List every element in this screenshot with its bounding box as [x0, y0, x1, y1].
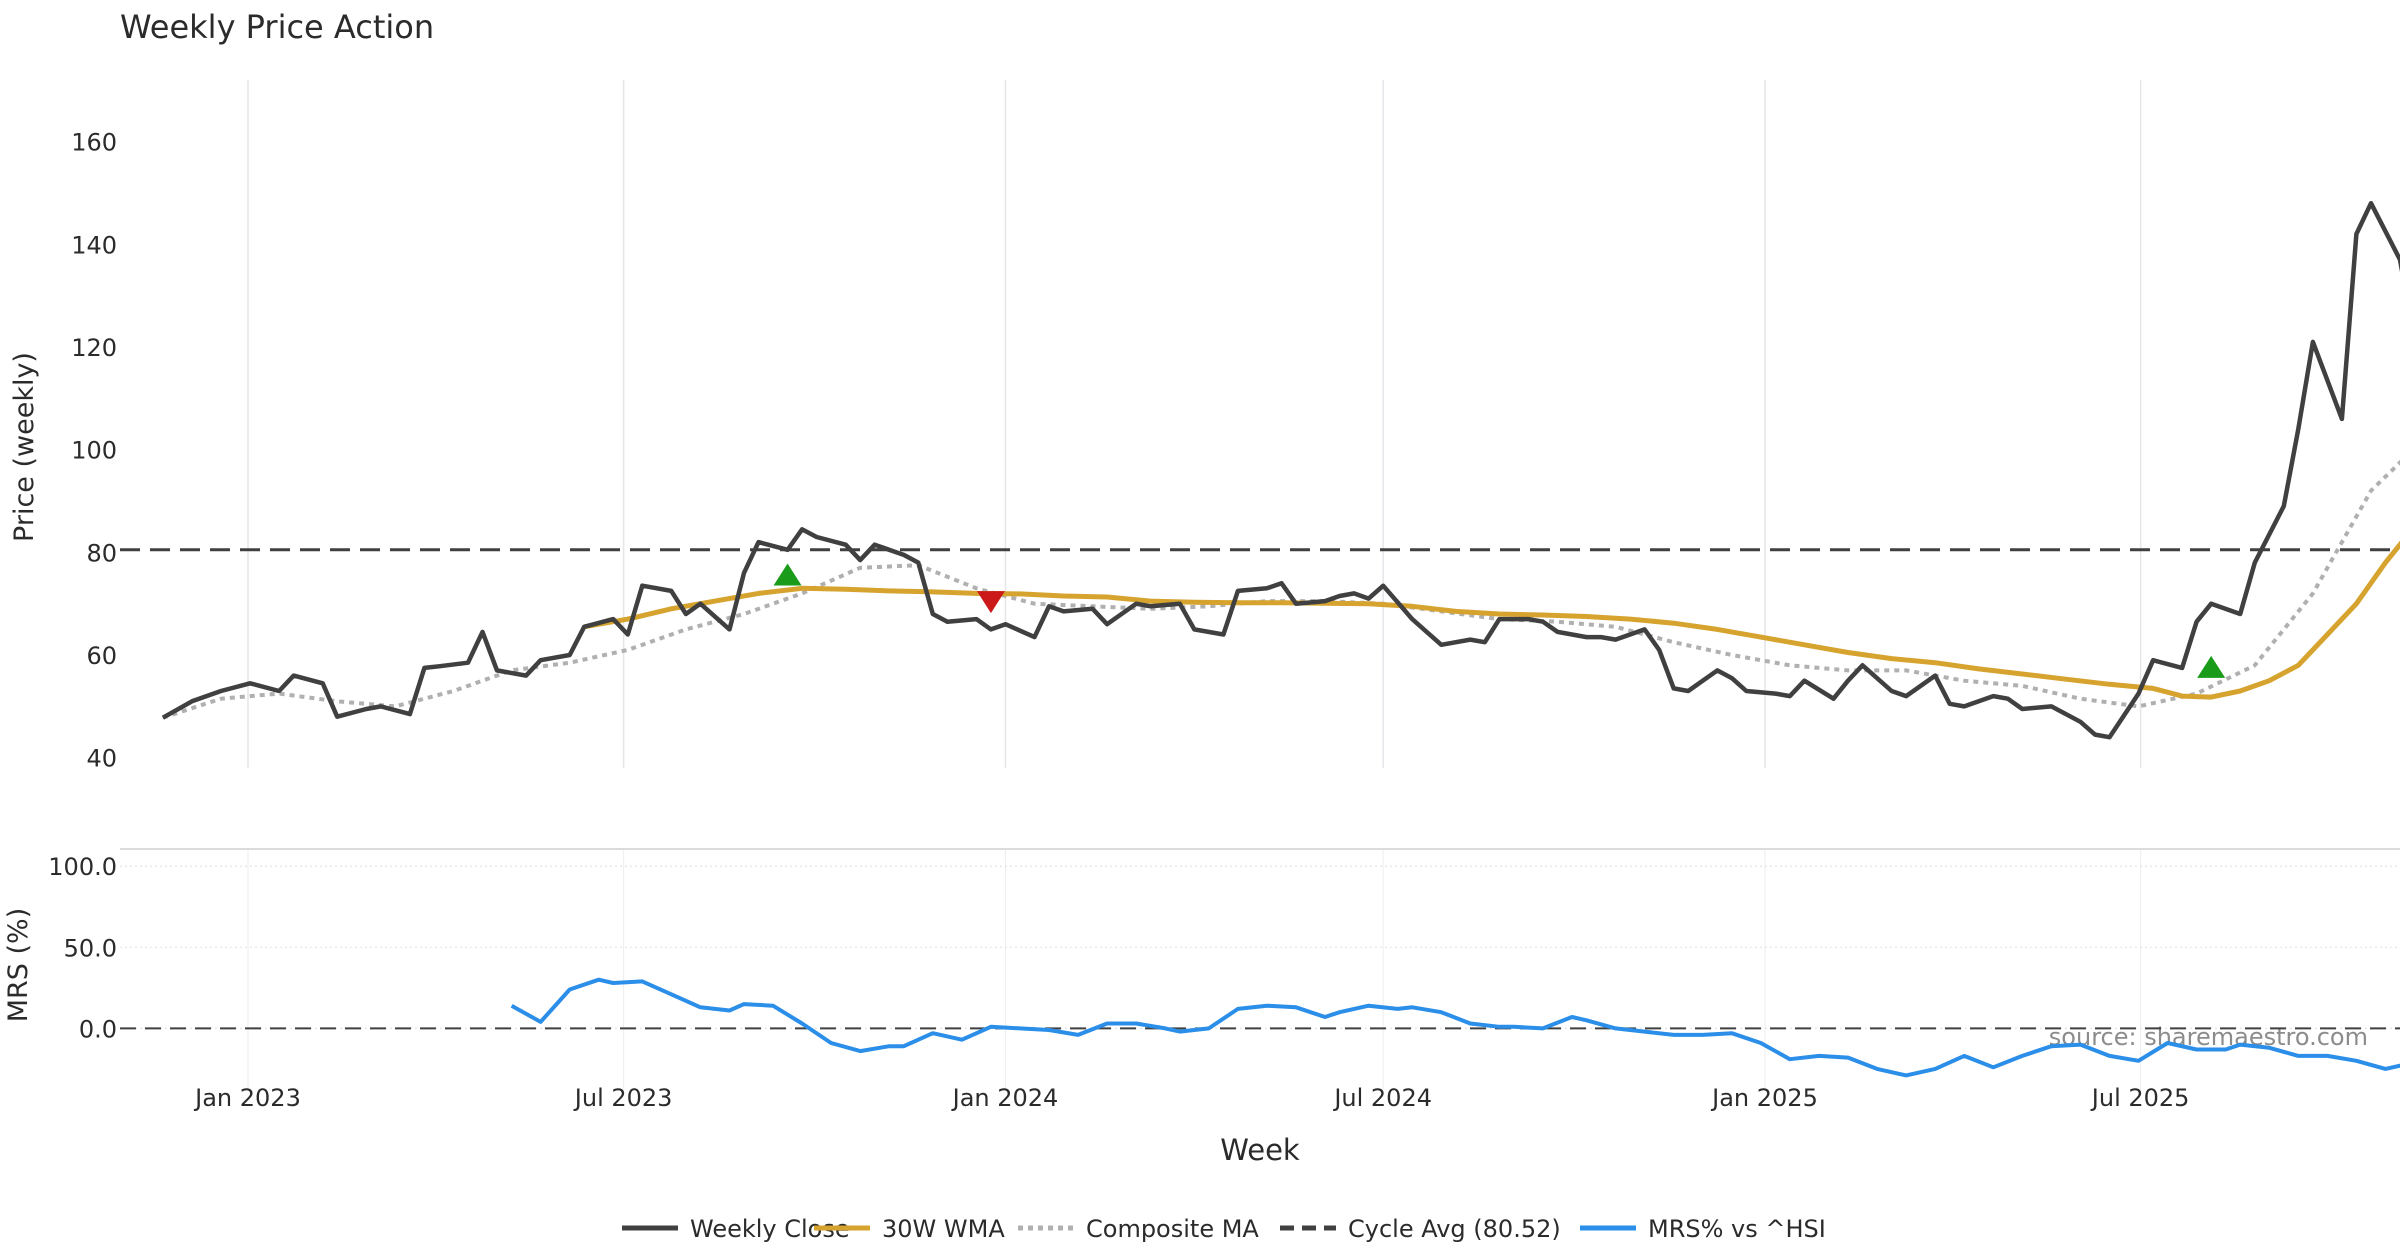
price-y-tick-label: 40 — [86, 745, 117, 773]
price-y-tick-label: 100 — [71, 437, 117, 465]
weekly-close-line — [161, 200, 2400, 740]
mrs-line — [510, 977, 2400, 1078]
y-axis-label-price: Price (weekly) — [9, 352, 40, 542]
price-y-tick-label: 140 — [71, 231, 117, 259]
price-y-tick-label: 120 — [71, 334, 117, 362]
x-axis-label: Week — [1220, 1133, 1300, 1167]
mrs-y-tick-label: 0.0 — [79, 1015, 117, 1043]
mrs-panel — [120, 977, 2400, 1078]
legend-label: MRS% vs ^HSI — [1648, 1215, 1826, 1243]
wma-30w-line — [583, 540, 2400, 700]
mrs-y-tick-label: 100.0 — [48, 853, 117, 881]
x-tick-label: Jul 2023 — [573, 1084, 673, 1112]
buy-signal-marker — [773, 563, 802, 586]
mrs-y-tick-label: 50.0 — [64, 934, 117, 962]
x-tick-label: Jul 2025 — [2090, 1084, 2190, 1112]
price-y-tick-label: 60 — [86, 642, 117, 670]
sell-signal-marker — [976, 591, 1005, 614]
buy-signal-marker — [2197, 655, 2226, 678]
source-annotation: source: sharemaestro.com — [2049, 1023, 2368, 1051]
price-y-tick-label: 80 — [86, 539, 117, 567]
price-y-tick-label: 160 — [71, 129, 117, 157]
legend-label: 30W WMA — [882, 1215, 1005, 1243]
tick-labels: Jan 2023 Jul 2023 Jan 2024 Jul 2024 Jan 2025… — [48, 129, 2189, 1112]
x-tick-label: Jan 2023 — [193, 1084, 301, 1112]
price-panel — [120, 200, 2400, 740]
x-tick-label: Jan 2024 — [951, 1084, 1059, 1112]
grid-layer — [120, 80, 2400, 1090]
legend-label: Composite MA — [1086, 1215, 1259, 1243]
x-tick-label: Jul 2024 — [1332, 1084, 1432, 1112]
y-axis-label-mrs: MRS (%) — [3, 908, 34, 1023]
x-tick-label: Jan 2025 — [1710, 1084, 1818, 1112]
legend: Weekly Close 30W WMA Composite MA Cycle Avg… — [622, 1215, 1826, 1243]
legend-label: Cycle Avg (80.52) — [1348, 1215, 1561, 1243]
chart-title: Weekly Price Action — [120, 8, 434, 46]
